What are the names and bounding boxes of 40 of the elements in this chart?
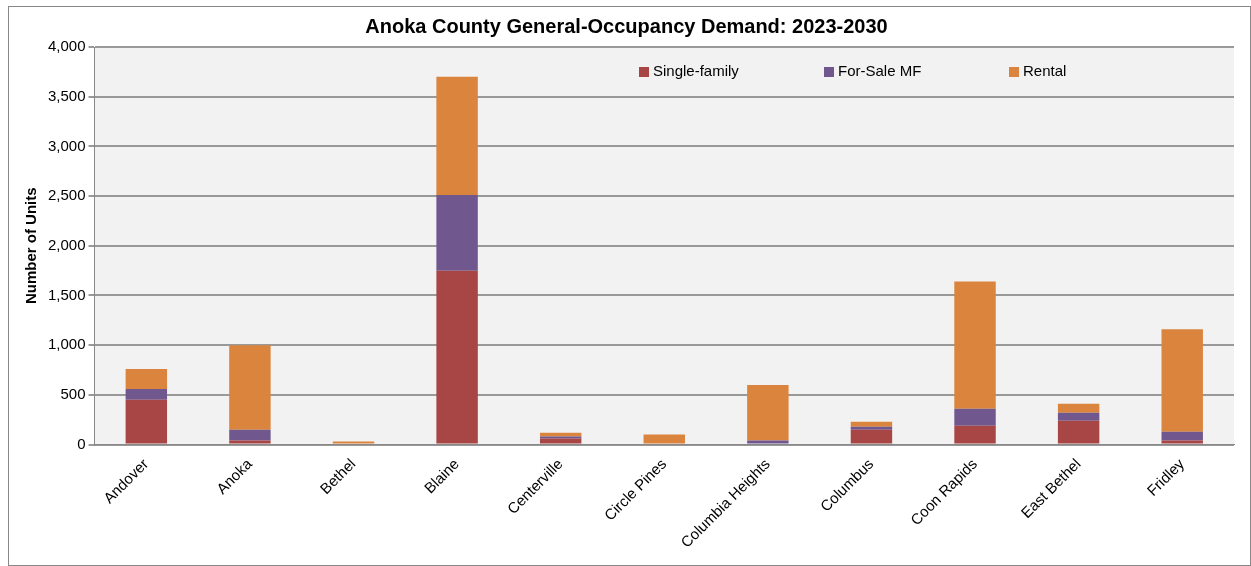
y-axis-title: Number of Units <box>22 187 40 305</box>
bar <box>643 434 685 444</box>
legend-label: For-Sale MF <box>838 62 922 80</box>
bar <box>436 76 478 196</box>
bar <box>1161 329 1203 432</box>
bar <box>1057 403 1100 413</box>
bar <box>954 408 996 426</box>
bar <box>1057 412 1100 421</box>
bar <box>747 384 789 441</box>
y-tick-label: 1,000 <box>47 335 86 353</box>
bar <box>125 399 168 444</box>
bar <box>436 195 478 271</box>
bar <box>229 429 271 441</box>
y-tick-label: 1,500 <box>47 285 86 303</box>
bar <box>954 281 996 409</box>
bar <box>747 440 789 444</box>
bar <box>850 426 893 430</box>
bar <box>539 438 582 444</box>
y-tick-label: 500 <box>60 385 86 402</box>
bar <box>539 432 582 437</box>
y-tick-label: 0 <box>77 434 86 452</box>
y-tick-label: 2,000 <box>47 235 86 253</box>
bar <box>850 421 893 427</box>
bar <box>850 429 893 444</box>
bar <box>1161 440 1203 444</box>
bar <box>125 388 168 400</box>
y-tick-label: 3,000 <box>47 136 86 154</box>
y-tick-label: 2,500 <box>47 186 86 204</box>
bar <box>125 369 168 389</box>
bar <box>229 345 271 430</box>
y-tick-label: 4,000 <box>47 37 86 55</box>
chart-title: Anoka County General-Occupancy Demand: 2023-2030 <box>365 14 888 37</box>
bar <box>954 425 996 444</box>
bar <box>1161 431 1203 441</box>
bar <box>1057 420 1100 444</box>
bar <box>229 440 271 444</box>
y-tick-label: 3,500 <box>47 86 86 104</box>
legend-label: Single-family <box>653 62 740 80</box>
legend-label: Rental <box>1023 62 1067 80</box>
bar <box>436 270 478 444</box>
